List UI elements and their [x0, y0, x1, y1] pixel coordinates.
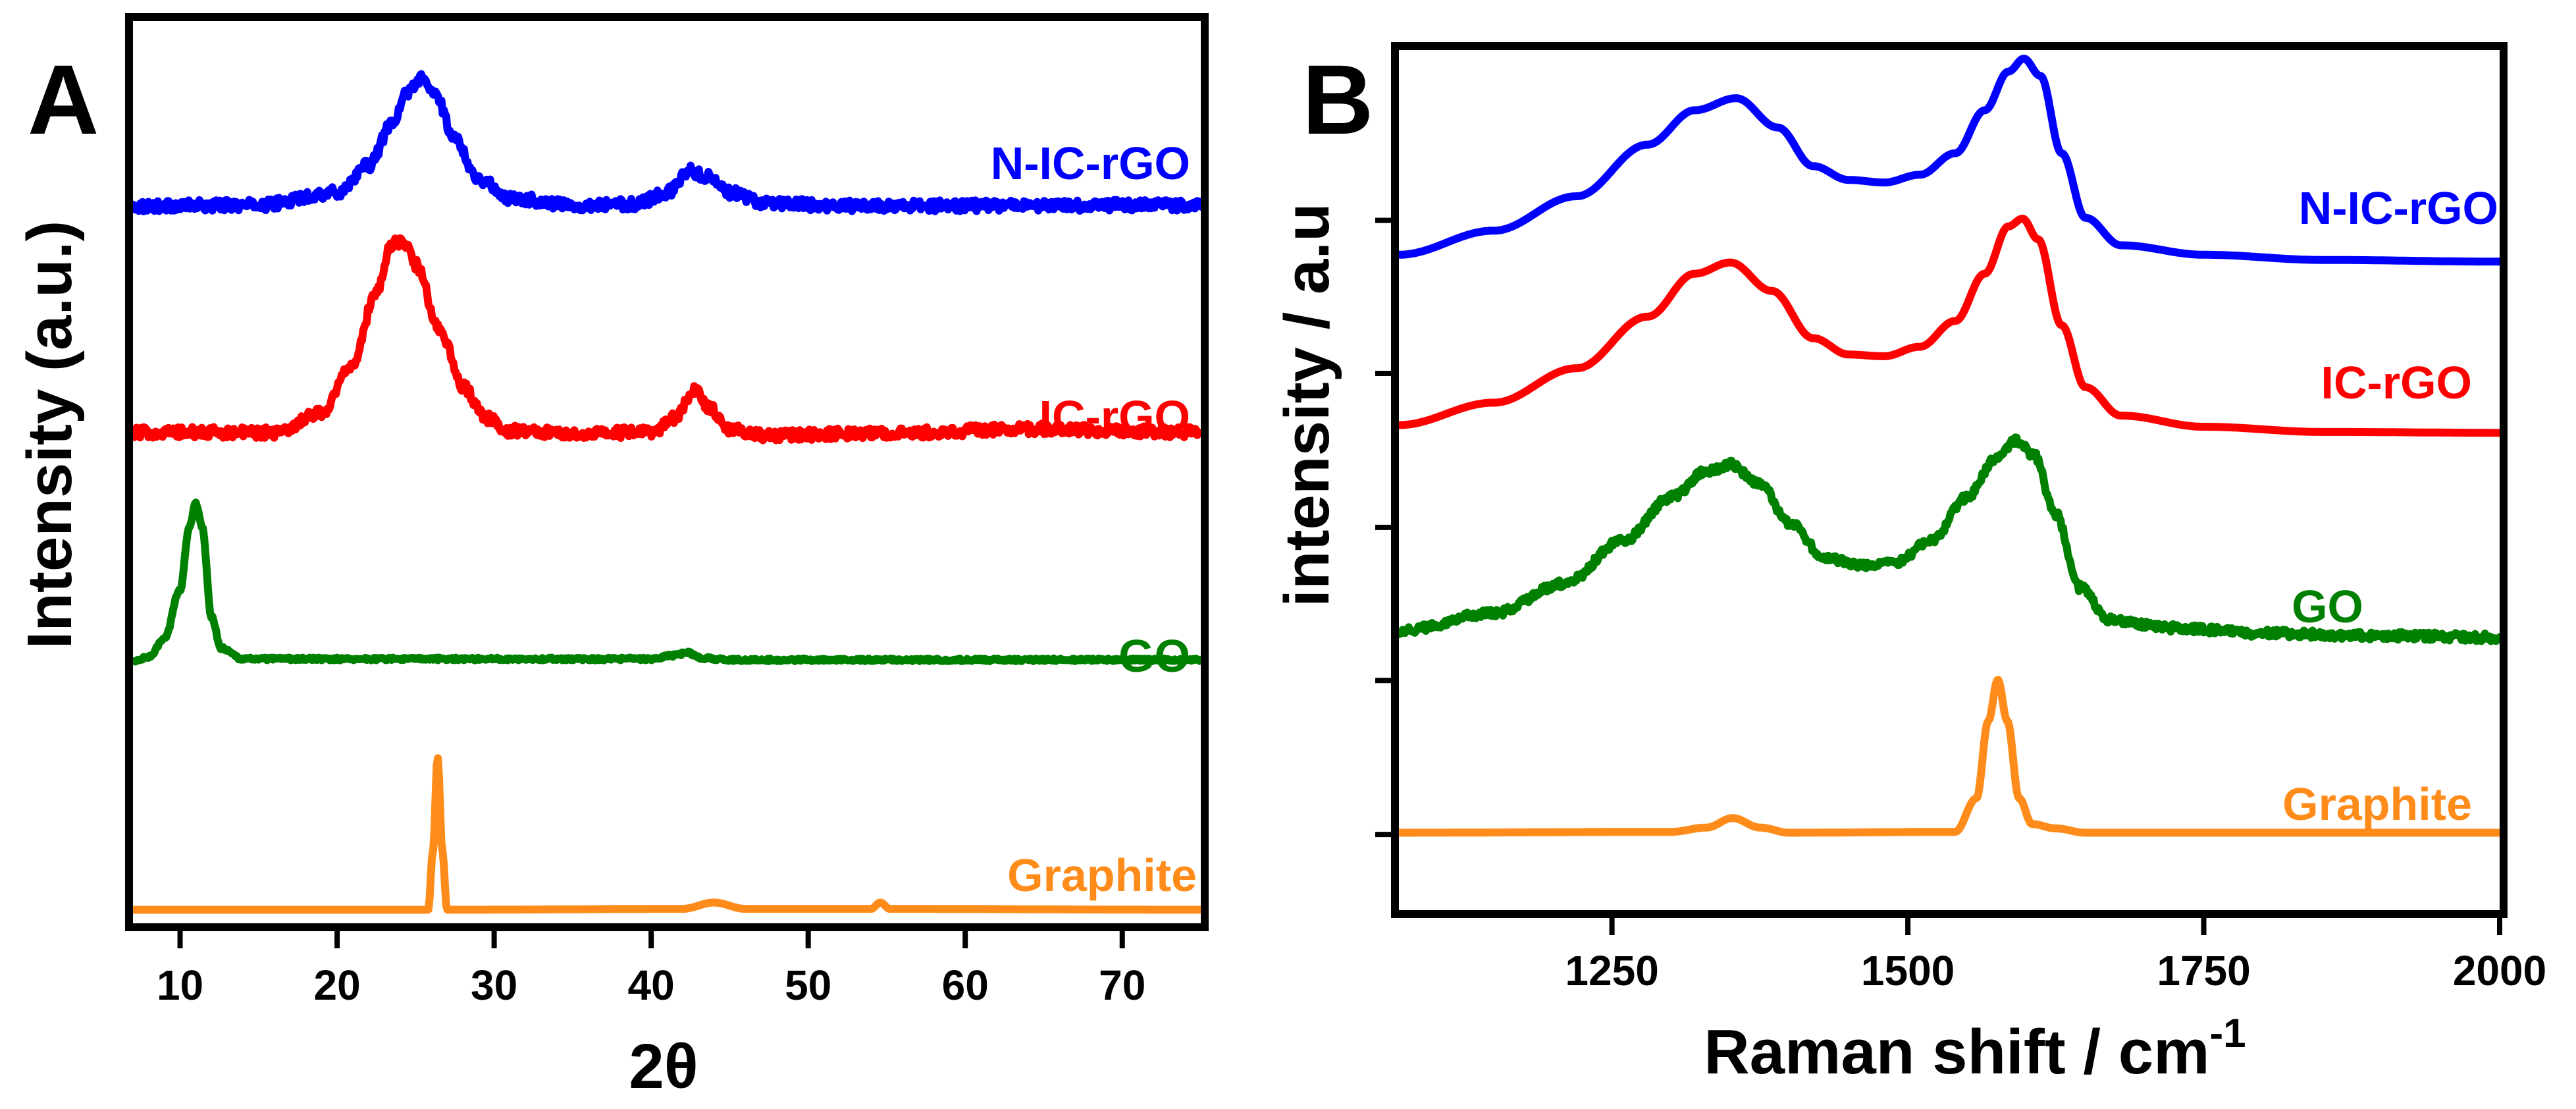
panel-a-series-n-ic-rgo	[129, 70, 1205, 215]
panel-a-plot-frame	[125, 13, 1209, 931]
panel-b-x-axis-title: Raman shift / cm-1	[1704, 1011, 2246, 1087]
panel-b-x-axis-title-text: Raman shift / cm	[1704, 1017, 2209, 1087]
panel-a-series-go	[129, 499, 1205, 666]
panel-b-plot-frame	[1391, 42, 2508, 918]
panel-b-x-tick-label: 1750	[2157, 947, 2250, 994]
panel-b-label-graphite: Graphite	[2282, 778, 2472, 830]
panel-a-x-tick-label: 60	[942, 961, 989, 1009]
panel-b-x-tick-label: 1500	[1861, 947, 1955, 994]
panel-a-series-group	[129, 70, 1205, 914]
panel-b-x-tick-label: 2000	[2453, 947, 2546, 994]
panel-b-raman-chart: B intensity / a.u Raman shift / cm-1 125…	[1272, 42, 2546, 1087]
panel-a-letter: A	[28, 44, 99, 155]
panel-a-x-tick-label: 70	[1099, 961, 1145, 1009]
panel-b-y-ticks	[1375, 217, 1395, 838]
panel-a-label-go: GO	[1118, 630, 1190, 682]
panel-a-label-graphite: Graphite	[1007, 850, 1197, 901]
panel-b-letter: B	[1302, 44, 1373, 155]
panel-b-x-ticks: 1250 1500 1750 2000	[1565, 914, 2546, 994]
panel-a-label-n-ic-rgo: N-IC-rGO	[991, 138, 1190, 189]
panel-b-x-tick-label: 1250	[1565, 947, 1658, 994]
panel-b-series-ic-rgo	[1395, 215, 2504, 437]
panel-a-x-axis-title: 2θ	[629, 1031, 698, 1102]
panel-b-series-go	[1395, 433, 2504, 645]
panel-b-label-ic-rgo: IC-rGO	[2321, 357, 2472, 408]
panel-a-series-graphite	[129, 754, 1205, 914]
panel-a-x-ticks: 10 20 30 40 50 60 70	[157, 927, 1145, 1009]
panel-a-y-axis-title: Intensity (a.u.)	[14, 221, 85, 649]
panel-a-x-tick-label: 10	[157, 961, 203, 1009]
panel-b-label-n-ic-rgo: N-IC-rGO	[2299, 182, 2498, 234]
panel-a-series-ic-rgo	[129, 234, 1205, 445]
panel-b-y-axis-title: intensity / a.u	[1272, 203, 1342, 607]
panel-a-x-tick-label: 20	[313, 961, 360, 1009]
panel-b-series-group	[1395, 55, 2504, 837]
panel-b-label-go: GO	[2292, 581, 2363, 632]
panel-b-series-graphite	[1395, 676, 2504, 837]
panel-a-x-tick-label: 40	[628, 961, 675, 1009]
panel-b-x-axis-title-superscript: -1	[2210, 1011, 2246, 1056]
panel-b-series-n-ic-rgo	[1395, 55, 2504, 266]
panel-a-xrd-chart: A Intensity (a.u.) 2θ 10 20 30 40 50 60 70 N-I…	[14, 13, 1209, 1102]
panel-a-label-ic-rgo: IC-rGO	[1039, 391, 1190, 443]
panel-a-x-tick-label: 50	[785, 961, 831, 1009]
panel-a-x-tick-label: 30	[471, 961, 517, 1009]
